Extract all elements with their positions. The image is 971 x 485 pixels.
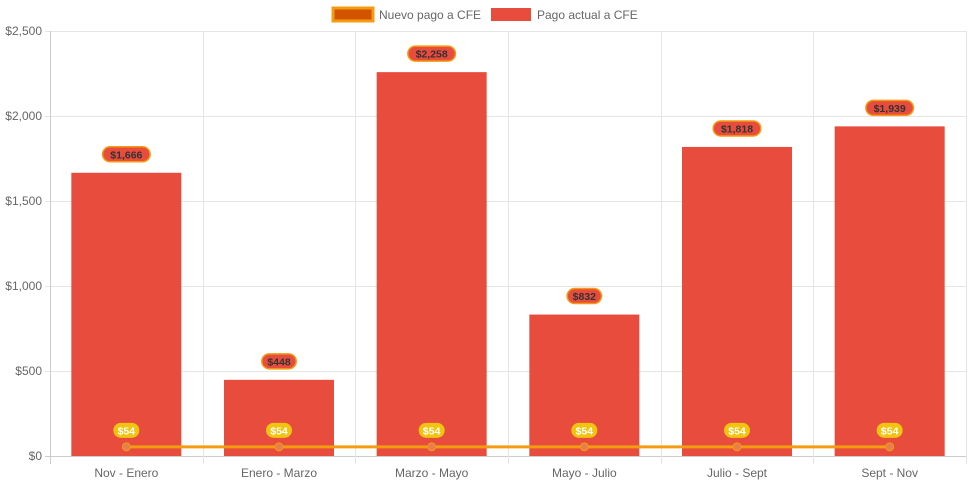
line-point <box>274 442 284 452</box>
x-tick-label: Sept - Nov <box>861 466 918 480</box>
line-data-label: $54 <box>270 425 288 437</box>
x-tick-label: Mayo - Julio <box>552 466 617 480</box>
legend-label-actual: Pago actual a CFE <box>537 8 638 22</box>
x-tick-label: Enero - Marzo <box>241 466 317 480</box>
line-data-label: $54 <box>728 425 746 437</box>
bar-data-label: $1,818 <box>721 123 753 135</box>
bar-data-label: $1,666 <box>110 149 142 161</box>
line-data-label-bg <box>418 422 445 438</box>
line-data-label-bg <box>113 422 140 438</box>
line-data-label-bg <box>571 422 598 438</box>
x-tick-label: Marzo - Mayo <box>395 466 469 480</box>
line-data-label: $54 <box>423 425 441 437</box>
line-data-label: $54 <box>576 425 594 437</box>
legend-label-nuevo: Nuevo pago a CFE <box>379 8 481 22</box>
y-tick-label: $0 <box>29 449 43 463</box>
bar-data-label-bg <box>101 146 151 163</box>
bar-data-label-bg <box>261 353 297 370</box>
x-tick-label: Nov - Enero <box>94 466 158 480</box>
line-point <box>579 442 589 452</box>
x-tick-label: Julio - Sept <box>707 466 768 480</box>
y-tick-label: $500 <box>15 364 42 378</box>
bar-data-label-bg <box>712 120 762 137</box>
bar <box>376 72 487 456</box>
bar-data-label: $448 <box>267 356 291 368</box>
line-data-label-bg <box>876 422 903 438</box>
y-tick-label: $2,000 <box>5 109 42 123</box>
bar-data-label-bg <box>865 99 915 117</box>
line-point <box>732 442 742 452</box>
bar-data-label-bg <box>407 45 457 62</box>
bar-data-label: $2,258 <box>416 49 448 61</box>
y-tick-label: $1,000 <box>5 279 42 293</box>
line-point <box>121 442 131 452</box>
line-point <box>885 442 895 452</box>
y-tick-label: $2,500 <box>5 24 42 38</box>
line-point <box>427 442 437 452</box>
y-tick-label: $1,500 <box>5 194 42 208</box>
line-data-label: $54 <box>118 425 136 437</box>
bar-data-label: $1,939 <box>874 103 906 115</box>
line-data-label: $54 <box>881 425 899 437</box>
bar <box>682 146 792 456</box>
legend-swatch-nuevo <box>331 6 375 23</box>
bar-data-label-bg <box>566 287 603 305</box>
bar <box>834 126 945 457</box>
line-data-label-bg <box>724 422 750 438</box>
bar-data-label: $832 <box>573 291 597 303</box>
legend-swatch-actual <box>491 8 531 21</box>
bar <box>71 172 182 456</box>
line-data-label-bg <box>266 422 292 438</box>
